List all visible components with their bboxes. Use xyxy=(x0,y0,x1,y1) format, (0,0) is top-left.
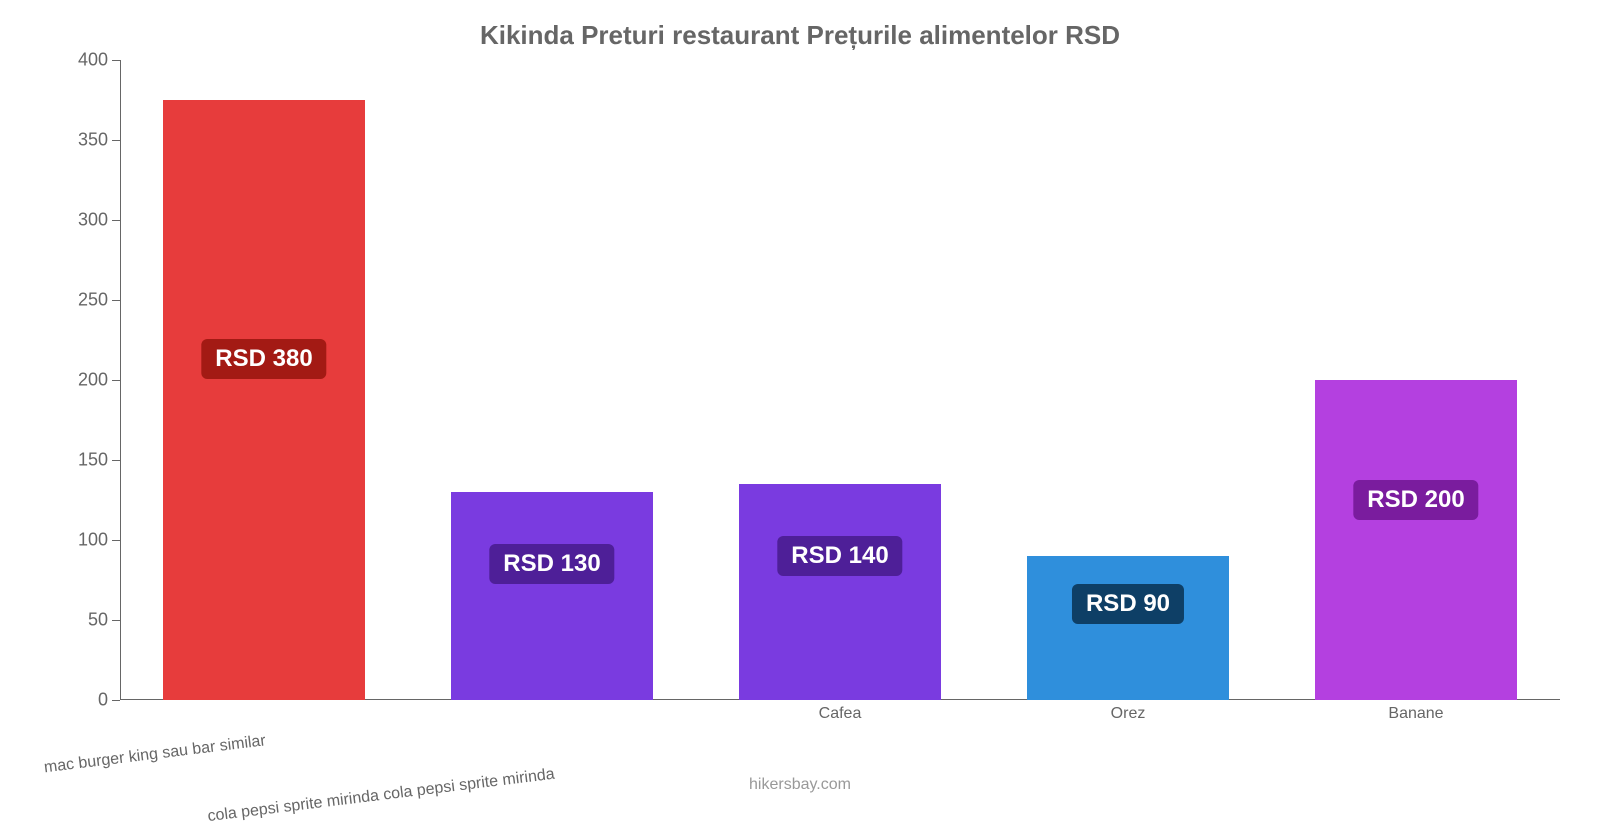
x-category-label: Banane xyxy=(1388,705,1443,723)
chart-credit: hikersbay.com xyxy=(0,776,1600,794)
y-tick-label: 250 xyxy=(78,290,120,311)
bar xyxy=(1315,380,1517,700)
y-tick-label: 100 xyxy=(78,530,120,551)
price-bar-chart: Kikinda Preturi restaurant Prețurile ali… xyxy=(0,0,1600,800)
bar-value-label: RSD 90 xyxy=(1072,584,1184,624)
chart-title: Kikinda Preturi restaurant Prețurile ali… xyxy=(0,0,1600,51)
bar xyxy=(1027,556,1229,700)
bar-value-label: RSD 200 xyxy=(1353,480,1478,520)
y-tick-label: 0 xyxy=(98,690,120,711)
x-category-label: mac burger king sau bar similar xyxy=(43,732,267,777)
bar-value-label: RSD 140 xyxy=(777,536,902,576)
y-tick-label: 50 xyxy=(88,610,120,631)
y-tick-label: 350 xyxy=(78,130,120,151)
x-category-label: cola pepsi sprite mirinda cola pepsi spr… xyxy=(207,766,556,826)
bar xyxy=(739,484,941,700)
plot-area: 050100150200250300350400RSD 380RSD 130RS… xyxy=(120,60,1560,700)
y-tick-label: 200 xyxy=(78,370,120,391)
y-tick-label: 150 xyxy=(78,450,120,471)
x-category-label: Cafea xyxy=(819,705,862,723)
bar xyxy=(163,100,365,700)
y-tick-label: 400 xyxy=(78,50,120,71)
x-axis-labels: mac burger king sau bar similarcola peps… xyxy=(120,705,1560,765)
y-tick-label: 300 xyxy=(78,210,120,231)
y-axis-line xyxy=(120,60,121,700)
x-category-label: Orez xyxy=(1111,705,1146,723)
bar-value-label: RSD 380 xyxy=(201,339,326,379)
bar xyxy=(451,492,653,700)
bar-value-label: RSD 130 xyxy=(489,544,614,584)
